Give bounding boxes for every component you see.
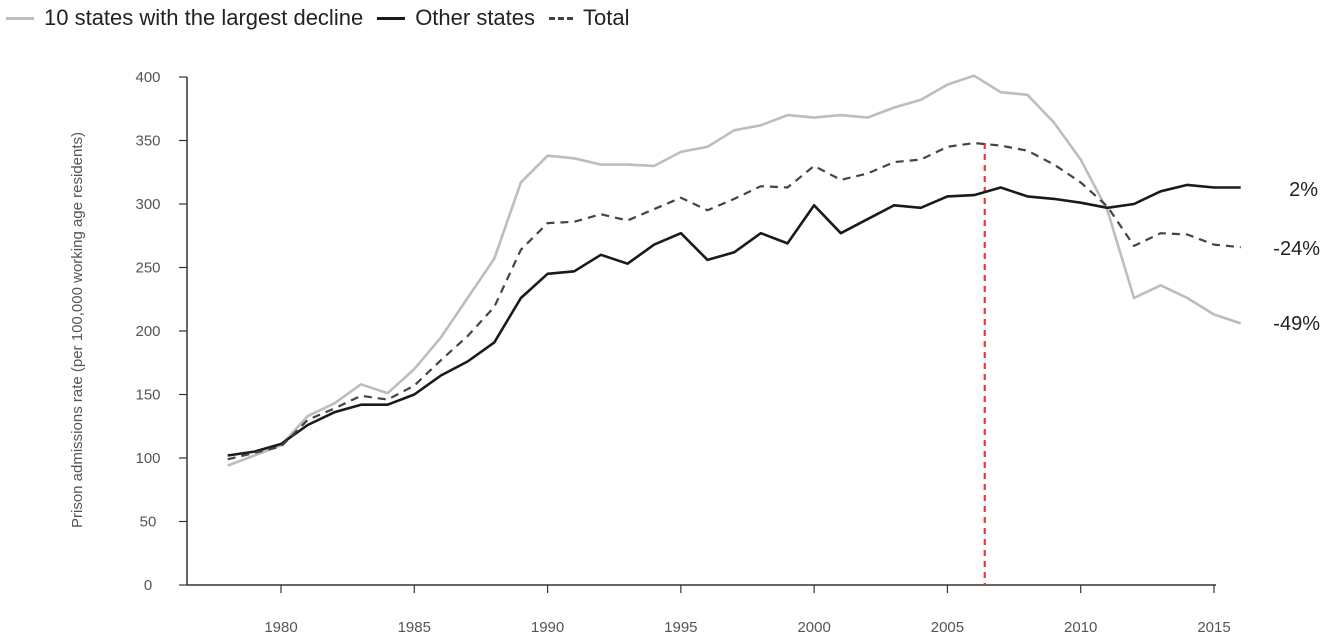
- series-line-3: [227, 141, 1241, 461]
- y-tick-label: 350: [135, 133, 160, 150]
- y-tick-label: 100: [135, 450, 160, 467]
- series-end-label: -24%: [1273, 238, 1320, 260]
- series-line-2: [227, 183, 1241, 457]
- series-line-1: [227, 74, 1242, 467]
- legend: 10 states with the largest decline Other…: [6, 2, 644, 34]
- y-tick-label: 0: [144, 577, 152, 594]
- x-tick-label: 2010: [1064, 619, 1097, 636]
- legend-swatch-icon: [377, 16, 406, 20]
- y-tick-label: 150: [135, 387, 160, 404]
- y-axis-title: Prison admissions rate (per 100,000 work…: [69, 132, 86, 528]
- x-tick-label: 1990: [531, 619, 564, 636]
- legend-label: Total: [583, 5, 630, 30]
- series-end-label: -49%: [1273, 313, 1320, 335]
- legend-label: 10 states with the largest decline: [44, 5, 364, 30]
- x-tick-label: 1985: [398, 619, 431, 636]
- x-tick-label: 2015: [1197, 619, 1230, 636]
- x-tick-label: 2005: [931, 619, 964, 636]
- legend-item-total: Total: [549, 5, 630, 31]
- y-tick-label: 250: [135, 260, 160, 277]
- legend-swatch-icon: [549, 16, 574, 20]
- y-tick-label: 300: [135, 196, 160, 213]
- legend-label: Other states: [415, 5, 536, 30]
- x-tick-label: 2000: [797, 619, 830, 636]
- y-tick-label: 400: [135, 69, 160, 86]
- y-tick-label: 200: [135, 323, 160, 340]
- legend-swatch-icon: [6, 16, 34, 20]
- series-end-label: 2%: [1289, 179, 1318, 201]
- y-tick-label: 50: [140, 514, 157, 531]
- legend-item-largest-decline: 10 states with the largest decline: [6, 5, 363, 31]
- legend-item-other-states: Other states: [377, 5, 535, 31]
- x-tick-label: 1995: [664, 619, 697, 636]
- x-tick-label: 1980: [264, 619, 297, 636]
